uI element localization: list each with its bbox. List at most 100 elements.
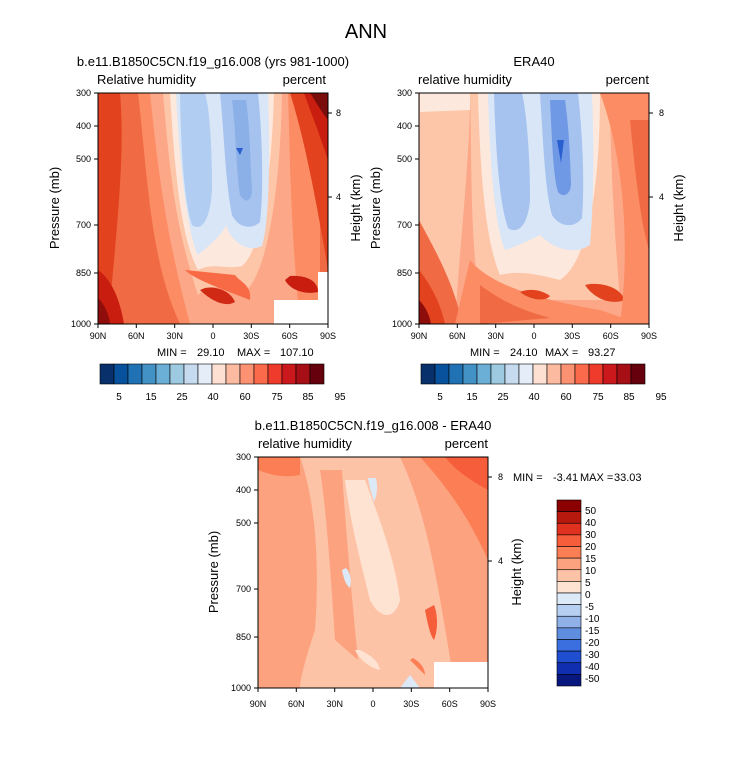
- panel-title: ERA40: [513, 54, 554, 69]
- x-tick-label: 60N: [128, 331, 145, 341]
- max-label: MAX =: [545, 347, 578, 359]
- x-tick-label: 60S: [282, 331, 298, 341]
- y-tick-label: 700: [236, 584, 251, 594]
- colorbar: 5 15 25 40 60 75 85 95: [99, 363, 346, 403]
- colorbar-swatch: [504, 363, 520, 385]
- colorbar-swatch: [113, 363, 129, 385]
- colorbar-swatch: [518, 363, 534, 385]
- y-right-tick-label: 8: [498, 472, 503, 482]
- colorbar-swatch: [490, 363, 506, 385]
- y-tick-label: 300: [397, 88, 412, 98]
- y-axis: 300 400 500 700 850 1000 Pressure (mb): [206, 452, 258, 693]
- x-axis: 90N 60N 30N 0 30S 60S 90S: [90, 324, 336, 341]
- y-tick-label: 300: [76, 88, 91, 98]
- colorbar-tick-label: 20: [585, 542, 597, 553]
- colorbar-swatch: [556, 650, 582, 664]
- colorbar-swatch: [141, 363, 157, 385]
- min-value: -3.41: [553, 472, 578, 484]
- panel-title: b.e11.B1850C5CN.f19_g16.008 (yrs 981-100…: [77, 54, 349, 69]
- colorbar-swatch: [560, 363, 576, 385]
- colorbar-tick-label: 85: [623, 392, 635, 403]
- colorbar-tick-label: -40: [585, 662, 600, 673]
- colorbar-swatch: [556, 592, 582, 605]
- figure-title: ANN: [345, 21, 387, 43]
- panel-title: b.e11.B1850C5CN.f19_g16.008 - ERA40: [255, 418, 492, 433]
- colorbar-swatch: [197, 363, 213, 385]
- colorbar-swatch: [546, 363, 562, 385]
- colorbar-swatch: [462, 363, 478, 385]
- y-axis-label: Pressure (mb): [368, 167, 383, 249]
- max-label: MAX =: [237, 347, 270, 359]
- x-tick-label: 90N: [90, 331, 107, 341]
- colorbar-tick-label: 25: [176, 392, 188, 403]
- colorbar-tick-label: 10: [585, 566, 597, 577]
- colorbar-tick-label: -5: [585, 602, 594, 613]
- colorbar-swatch: [448, 363, 464, 385]
- colorbar-swatch: [253, 363, 269, 385]
- y-tick-label: 500: [397, 154, 412, 164]
- colorbar-tick-label: 15: [585, 554, 597, 565]
- contour-field: [419, 93, 649, 324]
- x-tick-label: 60S: [442, 699, 458, 709]
- y-axis-right: 8 4 Height (km): [649, 108, 686, 242]
- panel-left-label: relative humidity: [418, 72, 512, 87]
- colorbar-swatch: [556, 569, 582, 582]
- x-tick-label: 30N: [326, 699, 343, 709]
- stats-text: MIN = -3.41 MAX = 33.03: [513, 472, 642, 484]
- x-tick-label: 30N: [166, 331, 183, 341]
- x-tick-label: 0: [370, 699, 375, 709]
- x-tick-label: 30S: [243, 331, 259, 341]
- colorbar: 50 40 30 20 15 10 5 0 -5 -10 -15 -20 -30…: [556, 499, 600, 687]
- x-tick-label: 90S: [641, 331, 657, 341]
- y-tick-label: 400: [76, 121, 91, 131]
- y-axis-right-label: Height (km): [671, 174, 686, 241]
- colorbar-swatch: [556, 604, 582, 617]
- colorbar-swatch: [239, 363, 255, 385]
- panel-left-label: relative humidity: [258, 436, 352, 451]
- y-right-tick-label: 4: [498, 556, 503, 566]
- x-tick-label: 60N: [288, 699, 305, 709]
- colorbar-swatch: [99, 363, 115, 385]
- y-tick-label: 850: [76, 268, 91, 278]
- panel-right-label: percent: [606, 72, 650, 87]
- y-axis: 300 400 500 700 850 1000 Pressure (mb): [47, 88, 98, 329]
- colorbar-swatch: [155, 363, 171, 385]
- colorbar-swatch: [556, 639, 582, 652]
- y-axis-right: 8 4 Height (km): [488, 472, 524, 606]
- contour-field: [258, 457, 488, 688]
- min-label: MIN =: [470, 347, 500, 359]
- colorbar-tick-label: 60: [239, 392, 251, 403]
- y-axis: 300 400 500 700 850 1000 Pressure (mb): [368, 88, 419, 329]
- x-tick-label: 60S: [603, 331, 619, 341]
- colorbar-swatch: [183, 363, 199, 385]
- colorbar-tick-label: -20: [585, 638, 600, 649]
- y-tick-label: 700: [76, 220, 91, 230]
- min-value: 29.10: [197, 347, 225, 359]
- y-tick-label: 700: [397, 220, 412, 230]
- y-tick-label: 400: [397, 121, 412, 131]
- panel-right-label: percent: [283, 72, 327, 87]
- colorbar-swatch: [556, 511, 582, 524]
- colorbar-tick-label: 5: [585, 578, 591, 589]
- colorbar-tick-label: 5: [116, 392, 122, 403]
- x-tick-label: 90S: [320, 331, 336, 341]
- colorbar-swatch: [556, 546, 582, 559]
- colorbar-swatch: [630, 363, 646, 385]
- x-tick-label: 90N: [411, 331, 428, 341]
- colorbar-swatch: [574, 363, 590, 385]
- colorbar-tick-label: -10: [585, 614, 600, 625]
- colorbar-swatch: [225, 363, 241, 385]
- colorbar-tick-label: 15: [145, 392, 157, 403]
- colorbar-tick-label: 60: [560, 392, 572, 403]
- y-tick-label: 850: [397, 268, 412, 278]
- max-value: 33.03: [614, 472, 642, 484]
- min-label: MIN =: [157, 347, 187, 359]
- colorbar-tick-label: 40: [528, 392, 540, 403]
- y-tick-label: 300: [236, 452, 251, 462]
- y-right-tick-label: 8: [659, 108, 664, 118]
- colorbar-tick-label: 75: [592, 392, 604, 403]
- colorbar-tick-label: 95: [655, 392, 667, 403]
- colorbar-swatch: [556, 615, 582, 629]
- colorbar-swatch: [556, 581, 582, 594]
- colorbar-tick-label: 5: [437, 392, 443, 403]
